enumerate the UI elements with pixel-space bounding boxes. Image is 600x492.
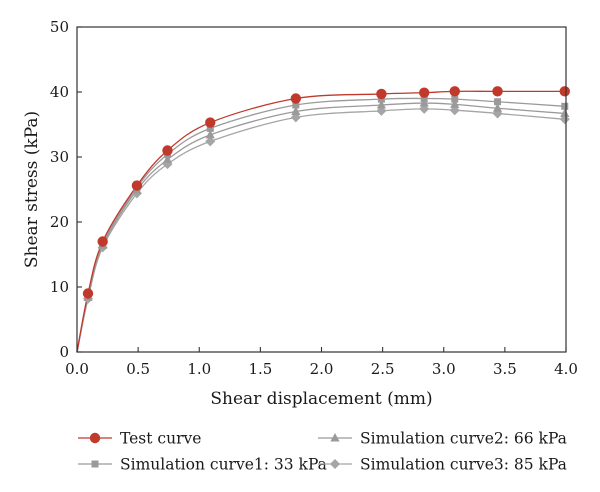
data-point-circle — [290, 93, 302, 104]
y-tick-label: 0 — [59, 343, 69, 361]
data-point-diamond — [205, 136, 216, 147]
y-axis: 0 10 20 30 40 50 — [50, 18, 82, 361]
legend-item: Simulation curve1: 33 kPa — [78, 456, 327, 474]
data-point-circle — [492, 86, 503, 97]
data-point-triangle — [450, 99, 460, 108]
data-point-circle — [449, 86, 460, 97]
data-point-square — [561, 102, 569, 110]
y-axis-title: Shear stress (kPa) — [22, 111, 42, 268]
data-point-triangle — [205, 129, 215, 139]
series-line-square — [76, 97, 565, 353]
y-tick-label: 40 — [50, 83, 69, 101]
x-tick-label: 1.0 — [187, 360, 211, 378]
legend-item: Test curve — [78, 430, 201, 448]
legend-label: Simulation curve1: 33 kPa — [120, 456, 327, 474]
x-axis-title: Shear displacement (mm) — [210, 389, 432, 409]
data-point-square — [420, 95, 428, 102]
legend-item: Simulation curve3: 85 kPa — [318, 456, 567, 474]
data-point-triangle — [162, 154, 173, 164]
x-tick-label: 1.5 — [248, 360, 272, 378]
data-point-circle — [162, 145, 173, 156]
data-point-circle — [559, 86, 570, 97]
curve-layer — [76, 90, 565, 353]
legend-label: Simulation curve2: 66 kPa — [360, 430, 567, 448]
series-line-diamond — [76, 108, 565, 353]
data-point-square — [451, 95, 459, 103]
series-line-circle — [76, 90, 565, 353]
x-tick-label: 0.0 — [65, 360, 89, 378]
x-tick-label: 4.0 — [554, 360, 578, 378]
x-tick-label: 3.0 — [432, 360, 456, 378]
data-point-circle — [97, 236, 108, 247]
x-axis: 0.0 0.5 1.0 1.5 2.0 2.5 3.0 3.5 4.0 — [65, 347, 578, 378]
legend-marker-diamond — [330, 459, 340, 469]
data-point-square — [377, 95, 385, 103]
data-point-triangle — [291, 106, 301, 115]
legend-marker-triangle — [330, 433, 340, 442]
data-point-square — [292, 101, 300, 109]
data-point-triangle — [492, 103, 503, 112]
x-tick-label: 3.5 — [493, 360, 517, 378]
legend-marker-circle — [89, 432, 101, 444]
data-point-circle — [82, 288, 94, 299]
legend-label: Simulation curve3: 85 kPa — [360, 456, 567, 474]
data-point-triangle — [560, 108, 570, 117]
marker-layer — [82, 86, 570, 304]
data-point-triangle — [419, 98, 429, 107]
data-point-circle — [418, 87, 430, 98]
x-tick-label: 2.0 — [310, 360, 334, 378]
data-point-square — [494, 98, 502, 106]
data-point-square — [206, 124, 214, 132]
x-tick-label: 0.5 — [126, 360, 150, 378]
data-point-triangle — [376, 100, 387, 109]
y-tick-label: 20 — [50, 213, 69, 231]
legend-item: Simulation curve2: 66 kPa — [318, 430, 567, 448]
legend-label: Test curve — [120, 430, 201, 448]
data-point-circle — [205, 117, 216, 128]
y-tick-label: 50 — [50, 18, 69, 36]
y-tick-label: 30 — [50, 148, 69, 166]
data-point-circle — [376, 88, 387, 100]
y-tick-label: 10 — [50, 278, 69, 296]
x-tick-label: 2.5 — [371, 360, 395, 378]
series-line-triangle — [76, 102, 565, 353]
plot-frame — [76, 26, 567, 353]
legend: Test curve Simulation curve2: 66 kPa Simul… — [78, 430, 567, 474]
data-point-circle — [131, 180, 143, 191]
legend-marker-square — [91, 460, 99, 468]
